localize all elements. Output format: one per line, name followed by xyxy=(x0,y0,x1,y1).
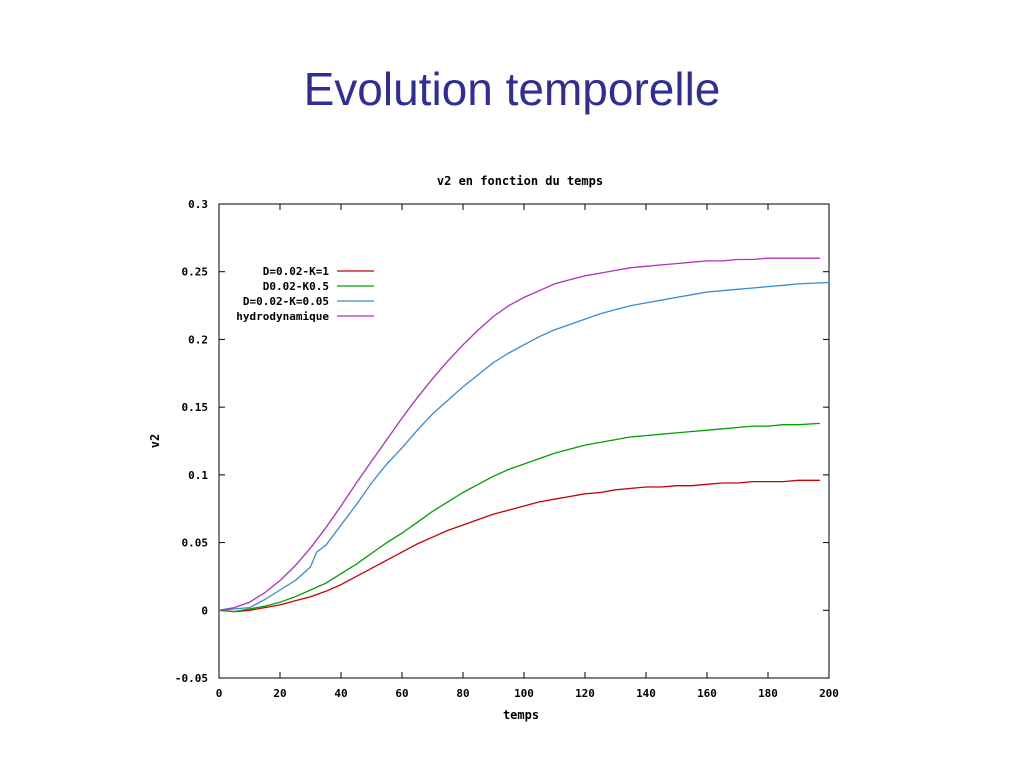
x-tick-label: 60 xyxy=(395,687,408,700)
series-lines xyxy=(218,257,830,613)
y-axis-label: v2 xyxy=(148,434,162,448)
series-line-2 xyxy=(218,422,820,613)
y-tick-label: 0.15 xyxy=(182,401,209,414)
x-tick-label: 120 xyxy=(575,687,595,700)
x-tick-label: 100 xyxy=(514,687,534,700)
x-tick-label: 20 xyxy=(273,687,286,700)
legend-label: hydrodynamique xyxy=(236,310,329,323)
axis-ticks: 0 20 40 60 80 100 120 140 160 180 200 -0.05 0 0.05 0.1… xyxy=(175,198,839,700)
legend: D=0.02-K=1 D0.02-K0.5 D=0.02-K=0.05 hydrody… xyxy=(236,265,374,323)
x-tick-label: 200 xyxy=(819,687,839,700)
x-tick-label: 40 xyxy=(334,687,347,700)
y-tick-label: 0.2 xyxy=(188,333,208,346)
x-axis-label: temps xyxy=(503,708,539,722)
x-tick-label: 160 xyxy=(697,687,717,700)
x-tick-label: 0 xyxy=(216,687,223,700)
chart-title: v2 en fonction du temps xyxy=(437,174,603,188)
series-line-3 xyxy=(218,281,830,611)
y-tick-label: 0.3 xyxy=(188,198,208,211)
x-tick-label: 140 xyxy=(636,687,656,700)
series-line-1 xyxy=(218,479,820,613)
y-tick-label: 0 xyxy=(201,604,208,617)
x-tick-label: 80 xyxy=(456,687,469,700)
x-tick-label: 180 xyxy=(758,687,778,700)
legend-label: D=0.02-K=1 xyxy=(263,265,330,278)
series-line-4 xyxy=(218,257,820,611)
slide-title: Evolution temporelle xyxy=(303,63,721,115)
y-tick-label: 0.1 xyxy=(188,469,208,482)
y-tick-label: 0.25 xyxy=(182,266,209,279)
y-tick-label: -0.05 xyxy=(175,672,208,685)
legend-label: D0.02-K0.5 xyxy=(263,280,329,293)
legend-label: D=0.02-K=0.05 xyxy=(243,295,329,308)
y-tick-label: 0.05 xyxy=(182,537,209,550)
